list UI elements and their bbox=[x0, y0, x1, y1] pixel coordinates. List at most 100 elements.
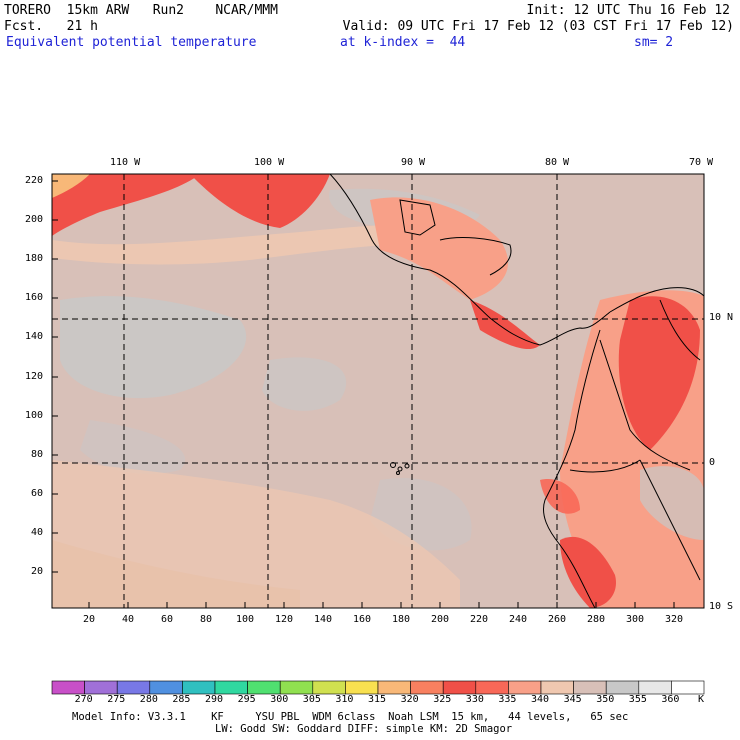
colorbar-level-label: 305 bbox=[302, 694, 321, 705]
x-tick-label: 240 bbox=[509, 614, 528, 625]
colorbar-level-label: 330 bbox=[465, 694, 484, 705]
y-tick-label: 80 bbox=[31, 449, 44, 460]
colorbar-swatch bbox=[475, 680, 509, 695]
x-tick-label: 80 bbox=[200, 614, 213, 625]
x-tick-label: 120 bbox=[275, 614, 294, 625]
map-frame bbox=[51, 173, 705, 609]
x-tick-label: 200 bbox=[431, 614, 450, 625]
x-tick-label: 100 bbox=[236, 614, 255, 625]
colorbar-level-label: 360 bbox=[661, 694, 680, 705]
model-title: TORERO 15km ARW Run2 NCAR/MMM bbox=[4, 3, 278, 18]
y-tick-label: 40 bbox=[31, 527, 44, 538]
lon-label: 110 W bbox=[110, 157, 141, 168]
colorbar-level-label: 295 bbox=[237, 694, 256, 705]
colorbar-swatch bbox=[410, 680, 444, 695]
colorbar-level-label: 285 bbox=[172, 694, 191, 705]
y-tick-label: 200 bbox=[25, 214, 44, 225]
colorbar-level-label: 310 bbox=[335, 694, 354, 705]
coastline-yucatan bbox=[399, 199, 436, 236]
x-tick-label: 40 bbox=[122, 614, 135, 625]
level-label: at k-index = 44 bbox=[340, 35, 466, 50]
field-warm-band bbox=[52, 224, 470, 265]
x-tick-label: 300 bbox=[626, 614, 645, 625]
lon-label: 90 W bbox=[401, 157, 426, 168]
field-hot-corner bbox=[52, 174, 200, 236]
colorbar-swatch bbox=[638, 680, 672, 695]
field-grey-patch bbox=[262, 357, 347, 411]
colorbar-level-label: 345 bbox=[563, 694, 582, 705]
colorbar-level-label: 325 bbox=[433, 694, 452, 705]
colorbar-level-label: 290 bbox=[205, 694, 224, 705]
colorbar-level-label: 350 bbox=[596, 694, 615, 705]
y-tick-label: 140 bbox=[25, 331, 44, 342]
field-land-hot bbox=[540, 479, 580, 514]
colorbar-level-label: 335 bbox=[498, 694, 517, 705]
colorbar-swatch bbox=[671, 680, 705, 695]
field-land-warm bbox=[370, 197, 509, 300]
physics-info: LW: Godd SW: Goddard DIFF: simple KM: 2D… bbox=[215, 723, 513, 735]
border-colombia bbox=[599, 339, 691, 471]
frame-ticks bbox=[52, 180, 675, 608]
field-grey-patch bbox=[640, 466, 704, 540]
x-tick-label: 180 bbox=[392, 614, 411, 625]
x-tick-label: 160 bbox=[353, 614, 372, 625]
x-tick-label: 140 bbox=[314, 614, 333, 625]
colorbar-swatch bbox=[149, 680, 183, 695]
field-land-hot bbox=[618, 296, 700, 450]
colorbar-swatch bbox=[312, 680, 346, 695]
colorbar-level-label: 340 bbox=[531, 694, 550, 705]
coastline-caribbean bbox=[609, 287, 705, 313]
colorbar-swatch bbox=[377, 680, 411, 695]
colorbar-level-label: 320 bbox=[400, 694, 419, 705]
model-info: Model Info: V3.3.1 KF YSU PBL WDM 6class… bbox=[72, 711, 629, 723]
border-peru bbox=[639, 459, 701, 581]
coastline-pacific-sa bbox=[543, 329, 601, 609]
colorbar-swatch bbox=[345, 680, 379, 695]
x-tick-label: 60 bbox=[161, 614, 174, 625]
coastline-honduras bbox=[439, 237, 512, 276]
y-tick-label: 60 bbox=[31, 488, 44, 499]
field-hot-mexico bbox=[190, 174, 330, 228]
colorbar-swatch bbox=[116, 680, 151, 695]
lon-label: 80 W bbox=[545, 157, 570, 168]
galapagos-island bbox=[404, 463, 410, 469]
x-tick-label: 220 bbox=[470, 614, 489, 625]
lat-label: 0 bbox=[709, 457, 716, 468]
colorbar-swatch bbox=[573, 680, 607, 695]
colorbar-level-label: 270 bbox=[74, 694, 93, 705]
colorbar-swatch bbox=[540, 680, 574, 695]
lat-label: 10 S bbox=[709, 601, 734, 612]
colorbar-swatch bbox=[214, 680, 248, 695]
lon-label: 100 W bbox=[254, 157, 285, 168]
colorbar-swatch bbox=[279, 680, 314, 695]
x-tick-label: 260 bbox=[548, 614, 567, 625]
field-grey-patch bbox=[80, 420, 186, 474]
border-venezuela bbox=[659, 299, 701, 361]
smoothing-label: sm= 2 bbox=[634, 35, 674, 50]
field-name: Equivalent potential temperature bbox=[6, 35, 257, 50]
x-tick-label: 320 bbox=[665, 614, 684, 625]
colorbar-swatches bbox=[51, 680, 705, 695]
colorbar-swatch bbox=[182, 680, 216, 695]
galapagos-island bbox=[397, 466, 403, 472]
x-tick-label: 280 bbox=[587, 614, 606, 625]
colorbar-level-label: 300 bbox=[270, 694, 289, 705]
galapagos-island bbox=[396, 471, 400, 475]
y-tick-label: 220 bbox=[25, 175, 44, 186]
y-tick-label: 160 bbox=[25, 292, 44, 303]
y-tick-label: 180 bbox=[25, 253, 44, 264]
lat-lon-grid bbox=[52, 174, 704, 608]
lon-label: 70 W bbox=[689, 157, 714, 168]
colorbar-swatch bbox=[84, 680, 118, 695]
coastline-central-america bbox=[329, 173, 611, 346]
lat-label: 10 N bbox=[709, 312, 734, 323]
field-land-hot bbox=[470, 300, 540, 350]
field-layer bbox=[52, 174, 704, 608]
field-grey-patch bbox=[60, 296, 247, 399]
coastlines bbox=[329, 173, 705, 609]
field-land-hot bbox=[560, 536, 616, 608]
field-warm-band bbox=[52, 540, 300, 608]
y-tick-label: 20 bbox=[31, 566, 44, 577]
